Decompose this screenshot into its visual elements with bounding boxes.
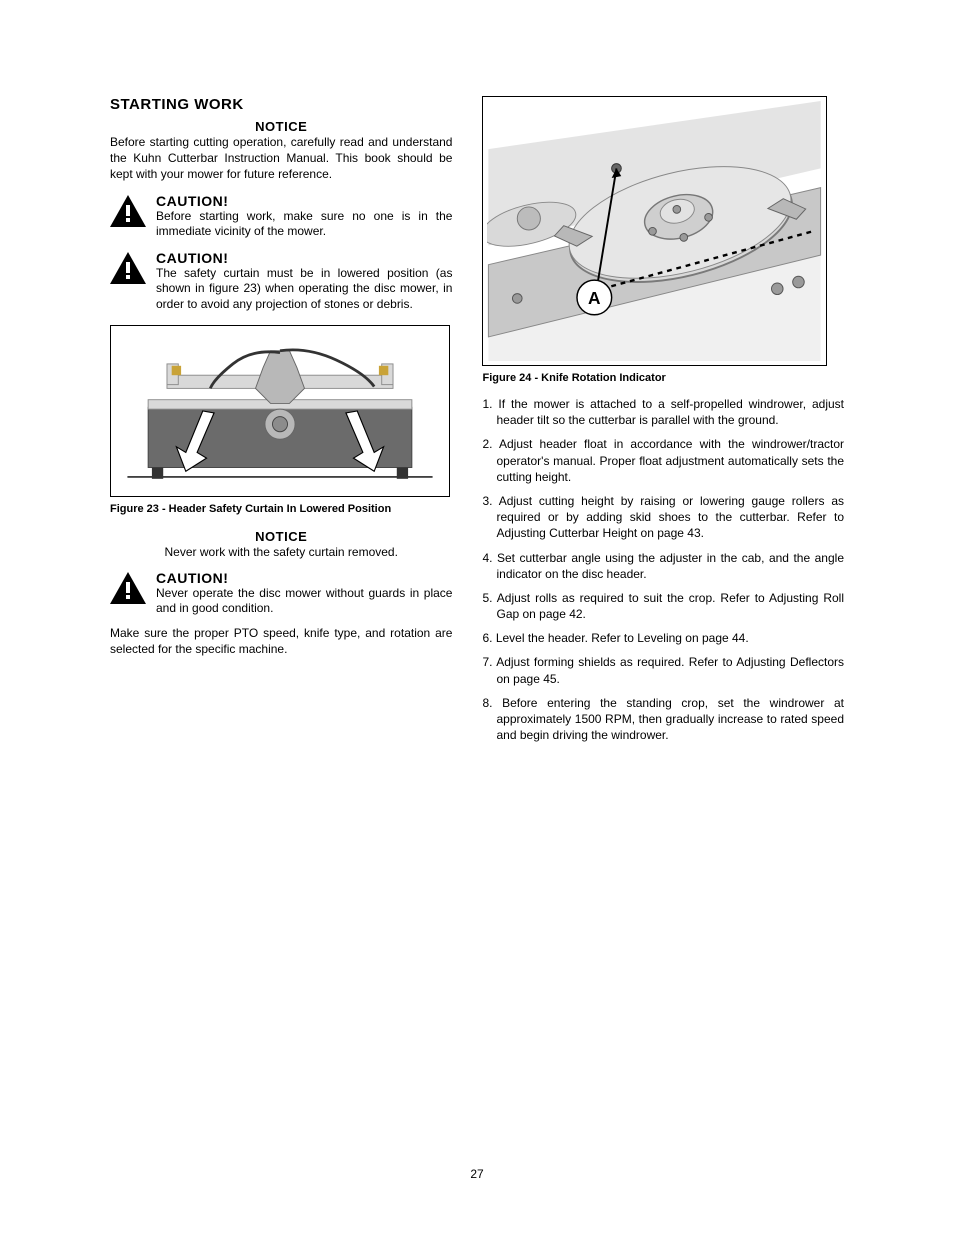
left-column: STARTING WORK NOTICE Before starting cut…: [110, 96, 452, 751]
notice-label-1: NOTICE: [110, 119, 452, 134]
notice-body-1: Before starting cutting operation, caref…: [110, 134, 452, 183]
figure-24-label-a: A: [589, 288, 602, 308]
heading-starting-work: STARTING WORK: [110, 96, 452, 113]
step-2: 2. Adjust header float in accordance wit…: [482, 436, 844, 485]
columns: STARTING WORK NOTICE Before starting cut…: [110, 96, 844, 751]
caution-1-title: CAUTION!: [156, 193, 452, 209]
warning-icon: [110, 195, 146, 227]
step-1: 1. If the mower is attached to a self-pr…: [482, 396, 844, 428]
left-final-paragraph: Make sure the proper PTO speed, knife ty…: [110, 625, 452, 657]
notice-body-2: Never work with the safety curtain remov…: [110, 544, 452, 560]
figure-24: A: [482, 96, 827, 366]
caution-2-title: CAUTION!: [156, 250, 452, 266]
caution-1-text: CAUTION! Before starting work, make sure…: [156, 193, 452, 240]
step-3: 3. Adjust cutting height by raising or l…: [482, 493, 844, 542]
figure-23-svg: [115, 330, 445, 492]
figure-24-caption: Figure 24 - Knife Rotation Indicator: [482, 372, 844, 384]
caution-2: CAUTION! The safety curtain must be in l…: [110, 250, 452, 313]
right-column: A Figure 24 - Knife Rotation Indicator 1…: [482, 96, 844, 751]
warning-icon: [110, 572, 146, 604]
warning-icon: [110, 252, 146, 284]
caution-1: CAUTION! Before starting work, make sure…: [110, 193, 452, 240]
figure-23-caption: Figure 23 - Header Safety Curtain In Low…: [110, 503, 452, 515]
step-6: 6. Level the header. Refer to Leveling o…: [482, 630, 844, 646]
step-4: 4. Set cutterbar angle using the adjuste…: [482, 550, 844, 582]
caution-2-text: CAUTION! The safety curtain must be in l…: [156, 250, 452, 313]
notice-label-2: NOTICE: [110, 529, 452, 544]
step-8: 8. Before entering the standing crop, se…: [482, 695, 844, 744]
caution-3-body: Never operate the disc mower without gua…: [156, 586, 452, 617]
caution-2-body: The safety curtain must be in lowered po…: [156, 266, 452, 313]
caution-3: CAUTION! Never operate the disc mower wi…: [110, 570, 452, 617]
page: STARTING WORK NOTICE Before starting cut…: [0, 0, 954, 1235]
caution-1-body: Before starting work, make sure no one i…: [156, 209, 452, 240]
figure-23: [110, 325, 450, 497]
caution-3-text: CAUTION! Never operate the disc mower wi…: [156, 570, 452, 617]
page-number: 27: [0, 1167, 954, 1181]
step-5: 5. Adjust rolls as required to suit the …: [482, 590, 844, 622]
step-7: 7. Adjust forming shields as required. R…: [482, 654, 844, 686]
figure-24-svg: A: [487, 101, 822, 361]
caution-3-title: CAUTION!: [156, 570, 452, 586]
